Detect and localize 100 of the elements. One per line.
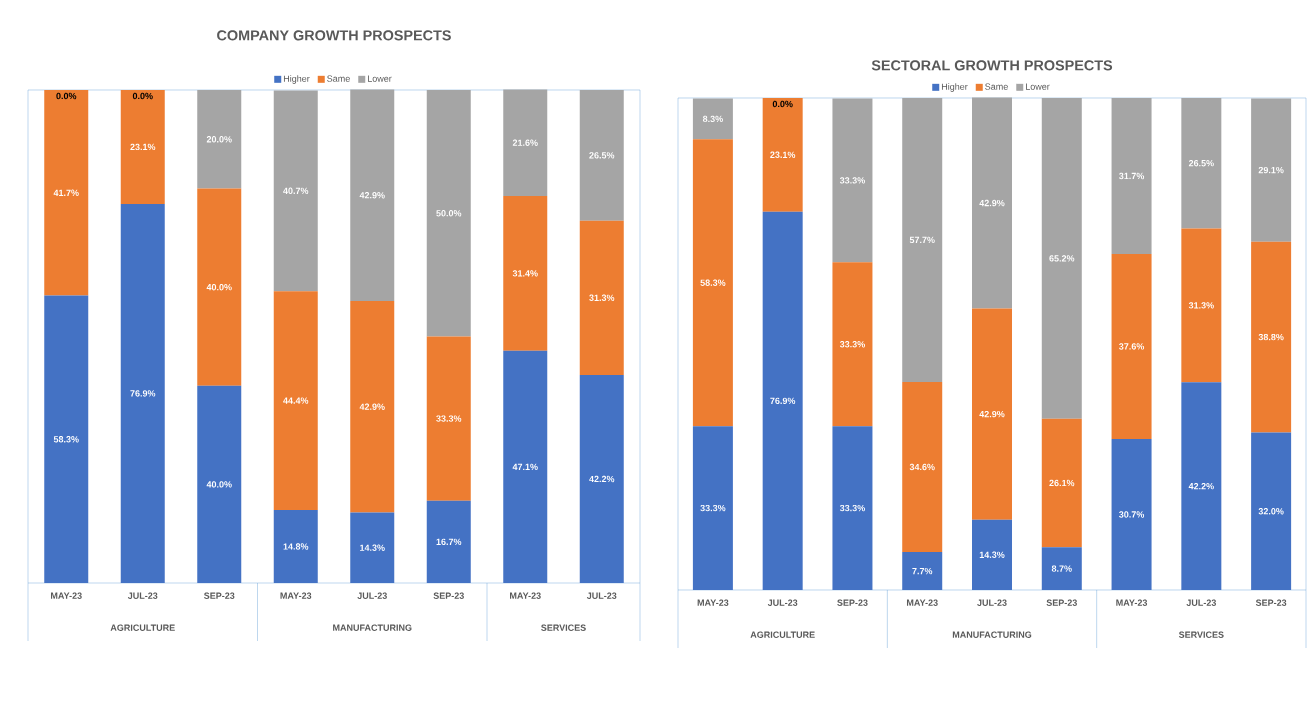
- legend-label: Lower: [367, 75, 392, 82]
- data-label: 26.5%: [1188, 159, 1214, 167]
- x-tick-label: SEP-23: [1046, 599, 1077, 606]
- data-label: 14.3%: [360, 544, 385, 551]
- data-label: 58.3%: [53, 436, 79, 443]
- data-label: 31.7%: [1119, 172, 1145, 180]
- bar: [197, 188, 242, 386]
- data-label: 16.7%: [436, 538, 462, 546]
- bar: [426, 500, 471, 583]
- data-label: 58.3%: [700, 279, 726, 286]
- bar: [350, 512, 395, 583]
- bar: [197, 385, 242, 583]
- data-label: 40.7%: [283, 187, 309, 195]
- data-label: 37.6%: [1119, 343, 1145, 350]
- data-label: 23.1%: [130, 143, 156, 151]
- x-tick-label: SEP-23: [1255, 599, 1287, 606]
- text: AGRICULTURE: [750, 631, 815, 638]
- text: MANUFACTURING: [952, 631, 1032, 638]
- bar: [832, 262, 873, 427]
- data-label: 42.9%: [979, 410, 1005, 418]
- bar: [273, 291, 318, 511]
- x-tick-label: JUL-23: [1186, 599, 1217, 606]
- chart-title: SECTORAL GROWTH PROSPECTS: [871, 60, 1113, 71]
- data-label: 0.0%: [132, 92, 153, 100]
- data-label: 31.4%: [512, 270, 538, 277]
- bar: [1041, 418, 1082, 548]
- x-tick-label: MAY-23: [51, 592, 82, 599]
- x-tick-label: SEP-23: [837, 599, 868, 606]
- bar: [1251, 241, 1292, 433]
- x-tick-label: JUL-23: [127, 592, 158, 599]
- bar: [1181, 228, 1222, 383]
- x-tick-label: JUL-23: [586, 592, 617, 599]
- data-label: 21.6%: [512, 139, 538, 146]
- bar: [692, 426, 733, 590]
- data-label: 42.2%: [1188, 483, 1214, 490]
- data-label: 0.0%: [56, 92, 77, 100]
- data-label: 65.2%: [1049, 255, 1075, 262]
- data-label: 33.3%: [700, 504, 726, 512]
- bar: [44, 295, 89, 583]
- data-label: 8.7%: [1051, 565, 1072, 572]
- bar: [902, 97, 943, 382]
- data-label: 41.7%: [53, 189, 79, 196]
- bar: [902, 381, 943, 553]
- bar: [972, 97, 1013, 309]
- data-label: 42.2%: [589, 475, 615, 483]
- bar: [350, 301, 395, 513]
- text: SERVICES: [541, 624, 586, 631]
- bar: [503, 195, 548, 351]
- text: SERVICES: [1178, 631, 1224, 638]
- bar: [762, 211, 803, 590]
- legend-label: Same: [985, 83, 1008, 90]
- bar: [579, 90, 624, 221]
- x-tick-label: MAY-23: [906, 599, 938, 606]
- bar: [120, 203, 165, 583]
- bar: [1041, 547, 1082, 590]
- bar: [1041, 97, 1082, 419]
- legend-label: Higher: [283, 75, 310, 84]
- bar: [503, 350, 548, 583]
- data-label: 26.1%: [1049, 479, 1075, 487]
- bar: [503, 89, 548, 196]
- data-label: 31.3%: [1188, 302, 1214, 309]
- x-tick-label: MAY-23: [510, 592, 541, 599]
- bar: [426, 336, 471, 501]
- x-tick-label: MAY-23: [1116, 599, 1148, 606]
- bar: [1181, 97, 1222, 229]
- data-label: 40.0%: [206, 284, 232, 291]
- data-label: 42.9%: [979, 199, 1005, 207]
- data-label: 14.8%: [283, 543, 309, 550]
- text: MANUFACTURING: [333, 624, 412, 631]
- data-label: 26.5%: [589, 152, 615, 159]
- bar: [832, 98, 873, 263]
- legend-label: Same: [327, 75, 350, 82]
- bar: [44, 90, 89, 296]
- data-label: 31.3%: [589, 294, 615, 301]
- x-tick-label: SEP-23: [433, 592, 464, 599]
- data-label: 50.0%: [436, 210, 462, 217]
- bar: [273, 90, 318, 292]
- bar: [692, 98, 733, 140]
- data-label: 76.9%: [130, 390, 156, 397]
- bar: [832, 426, 873, 590]
- data-label: 38.8%: [1258, 333, 1284, 341]
- bar: [579, 374, 624, 583]
- data-label: 42.9%: [359, 403, 385, 410]
- text: AGRICULTURE: [110, 624, 175, 631]
- legend-label: Higher: [941, 83, 968, 92]
- data-label: 23.1%: [770, 151, 796, 159]
- x-tick-label: JUL-23: [977, 599, 1007, 606]
- bar: [1111, 97, 1152, 254]
- data-label: 7.7%: [912, 567, 933, 575]
- bar: [1181, 382, 1222, 590]
- bar: [762, 97, 803, 212]
- bar: [273, 510, 318, 583]
- data-label: 30.7%: [1119, 511, 1145, 518]
- x-tick-label: MAY-23: [280, 592, 312, 599]
- x-tick-label: MAY-23: [697, 599, 729, 606]
- data-label: 47.1%: [512, 463, 538, 471]
- bar: [579, 220, 624, 375]
- data-label: 33.3%: [839, 504, 865, 512]
- data-label: 29.1%: [1258, 166, 1284, 174]
- x-tick-label: SEP-23: [204, 592, 235, 599]
